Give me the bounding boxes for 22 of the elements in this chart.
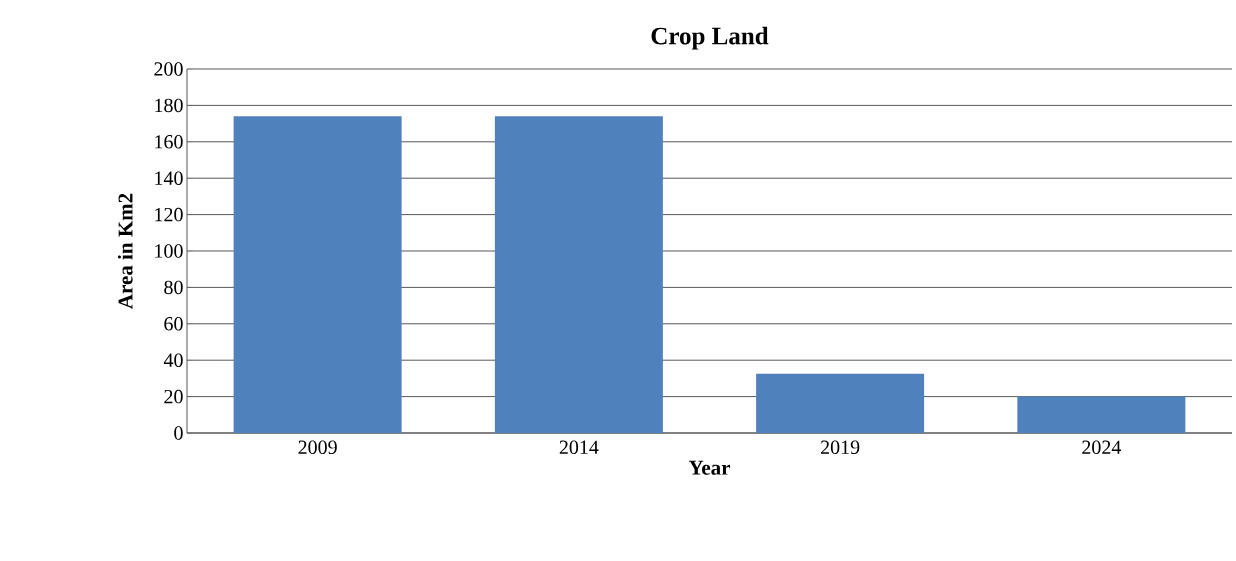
chart-title: Crop Land [651,26,769,50]
y-tick-label: 20 [164,389,183,404]
y-tick-label: 80 [164,280,183,295]
y-tick-label: 160 [155,135,183,149]
x-axis-title: Year [688,460,731,475]
y-tick-label: 120 [155,207,183,222]
y-tick-label: 0 [174,426,183,440]
bar [494,116,663,433]
bar [233,116,402,433]
x-tick-label: 2014 [559,440,599,455]
bar [756,373,925,433]
bar [1017,396,1186,433]
y-tick-label: 140 [155,171,183,185]
x-tick-label: 2024 [1082,440,1122,455]
y-axis-title: Area in Km2 [117,193,133,309]
y-tick-label: 200 [154,62,183,76]
y-tick-label: 100 [155,244,183,258]
x-tick-label: 2009 [298,440,337,455]
y-tick-label: 40 [163,353,183,367]
x-tick-label: 2019 [820,440,860,455]
y-tick-label: 180 [155,98,183,113]
y-tick-label: 60 [164,317,183,331]
